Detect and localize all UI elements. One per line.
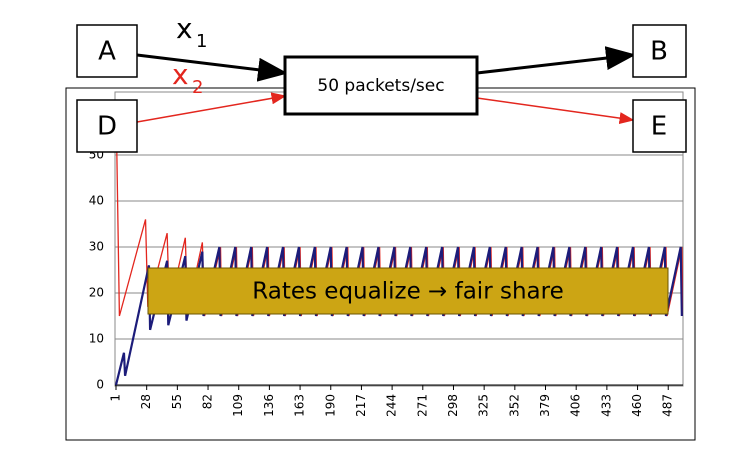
- flow-symbol: x: [176, 12, 193, 45]
- annotation-box: [147, 267, 669, 315]
- node-label: B: [650, 37, 668, 67]
- flow-index: 2: [192, 77, 203, 98]
- flow-index: 1: [196, 31, 207, 52]
- node-label: E: [651, 112, 667, 142]
- diagram: A B D E 50 packets/sec x 1 x 2: [76, 12, 687, 153]
- x-tick-label: 136: [262, 394, 276, 417]
- arrow: [476, 97, 635, 125]
- x-tick-label: 82: [201, 394, 215, 409]
- node-label: D: [97, 112, 117, 142]
- x-tick-label: 271: [415, 394, 429, 417]
- x-tick-label: 460: [630, 394, 644, 417]
- x-tick-label: 325: [477, 394, 491, 417]
- annotation: Rates equalize → fair share: [252, 279, 563, 305]
- x-tick-label: 190: [323, 394, 337, 417]
- x-tick-label: 379: [538, 394, 552, 417]
- node-box: [632, 24, 687, 78]
- x-tick-label: 163: [293, 394, 307, 417]
- arrow: [476, 46, 636, 75]
- arrow: [136, 92, 287, 123]
- link-label: 50 packets/sec: [317, 76, 444, 96]
- x-tick-label: 487: [661, 394, 675, 417]
- x-tick-label: 109: [231, 394, 245, 417]
- x-tick-label: 28: [139, 394, 153, 409]
- x-tick-label: 406: [569, 394, 583, 417]
- y-tick-label: 10: [89, 332, 104, 346]
- y-tick-label: 20: [89, 286, 104, 300]
- y-tick-label: 30: [89, 240, 104, 254]
- x-tick-label: 244: [385, 394, 399, 417]
- plot-area: [114, 91, 684, 387]
- x-tick-label: 1: [109, 394, 123, 402]
- node-box: [76, 99, 138, 153]
- x-tick-label: 217: [354, 394, 368, 417]
- node-box: [632, 99, 687, 153]
- node-box: [76, 24, 138, 78]
- arrow: [136, 53, 288, 82]
- link-box: [283, 55, 479, 116]
- flow-symbol: x: [172, 58, 189, 91]
- x-tick-label: 433: [599, 394, 613, 417]
- node-label: A: [98, 37, 116, 67]
- x-tick-label: 352: [507, 394, 521, 417]
- y-tick-label: 0: [96, 378, 104, 392]
- y-tick-label: 40: [89, 194, 104, 208]
- x-tick-label: 298: [446, 394, 460, 417]
- x-tick-label: 55: [170, 394, 184, 409]
